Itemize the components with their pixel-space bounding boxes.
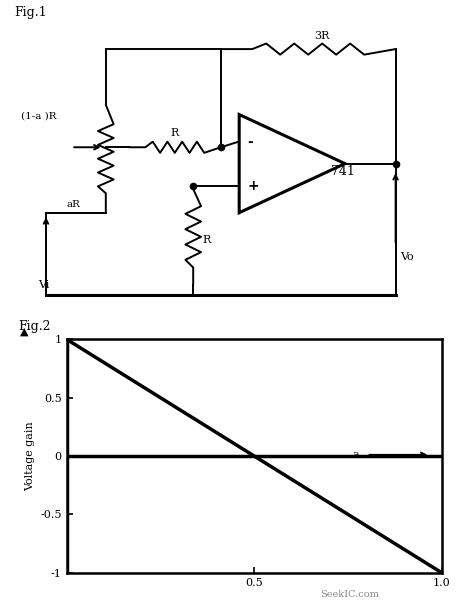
- Text: Fig.2: Fig.2: [18, 320, 51, 333]
- Text: +: +: [247, 179, 258, 193]
- Text: aR: aR: [67, 201, 80, 210]
- Text: (1-a )R: (1-a )R: [21, 112, 56, 121]
- Text: R: R: [202, 235, 210, 245]
- Text: Vi: Vi: [38, 279, 49, 290]
- Text: Vo: Vo: [399, 251, 413, 262]
- Text: -: -: [247, 135, 253, 148]
- Text: Fig.1: Fig.1: [14, 6, 46, 19]
- Text: 3R: 3R: [313, 32, 329, 41]
- Text: a: a: [352, 450, 358, 460]
- Text: ▲: ▲: [20, 326, 28, 336]
- Text: 741: 741: [330, 165, 354, 178]
- Text: R: R: [170, 128, 179, 138]
- Text: SeekIC.com: SeekIC.com: [319, 590, 378, 599]
- Y-axis label: Voltage gain: Voltage gain: [25, 421, 35, 491]
